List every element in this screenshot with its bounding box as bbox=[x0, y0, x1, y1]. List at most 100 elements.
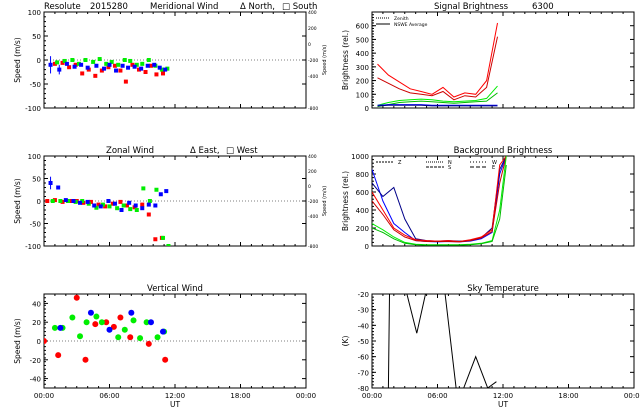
data-point bbox=[57, 324, 64, 331]
data-point bbox=[80, 71, 85, 76]
data-point bbox=[153, 203, 158, 208]
data-point bbox=[71, 199, 76, 203]
data-point bbox=[139, 66, 144, 71]
data-point bbox=[137, 335, 144, 342]
x-tick-label: 06:00 bbox=[427, 392, 447, 400]
y2-axis-label: Speed (m/s) bbox=[322, 186, 328, 216]
title-part: □ South bbox=[282, 2, 317, 12]
data-point bbox=[127, 200, 132, 205]
data-point bbox=[55, 352, 62, 359]
y-tick-label: -80 bbox=[358, 385, 369, 393]
data-point bbox=[58, 199, 63, 203]
data-point bbox=[165, 66, 170, 71]
data-point bbox=[106, 65, 111, 70]
data-point bbox=[160, 235, 165, 240]
plot-area bbox=[48, 56, 170, 84]
y-tick-label: -70 bbox=[358, 369, 369, 377]
x-tick-label: 12:00 bbox=[165, 392, 185, 400]
title-part: Resolute bbox=[44, 2, 81, 12]
y-tick-label: -40 bbox=[358, 322, 369, 330]
data-point bbox=[73, 199, 78, 204]
x-tick-label: 18:00 bbox=[558, 392, 578, 400]
title-part: Δ North, bbox=[240, 2, 275, 12]
data-point bbox=[83, 319, 90, 326]
y-tick-label: 0 bbox=[37, 57, 41, 65]
y2-tick-label: -400 bbox=[308, 74, 318, 80]
title-part: Δ East, bbox=[190, 146, 220, 156]
title-part: Signal Brightness bbox=[434, 2, 509, 12]
y-tick-label: 200 bbox=[356, 225, 369, 233]
data-point bbox=[51, 324, 58, 331]
panel-zonal: Zonal Wind Δ East, □ West -100 -50 0 50 100 Spee… bbox=[13, 146, 328, 251]
data-point bbox=[147, 319, 154, 326]
y2-tick-label: 0 bbox=[308, 184, 311, 190]
y2-tick-label: -800 bbox=[308, 244, 318, 250]
y-axis-label: Speed (m/s) bbox=[13, 318, 22, 364]
data-point bbox=[136, 67, 141, 72]
y-tick-label: 100 bbox=[356, 91, 369, 99]
data-point bbox=[166, 244, 171, 246]
data-point bbox=[102, 66, 107, 71]
legend-label: E bbox=[492, 165, 495, 171]
data-point bbox=[56, 185, 61, 190]
y2-tick-label: 400 bbox=[308, 154, 317, 160]
data-point bbox=[103, 319, 110, 326]
data-point bbox=[73, 294, 80, 301]
series-2 bbox=[57, 309, 166, 335]
y2-axis-label: Speed (m/s) bbox=[322, 45, 328, 75]
title-part: Meridional Wind bbox=[150, 2, 218, 12]
x-tick-label: 12:00 bbox=[493, 392, 513, 400]
y2-tick-label: 400 bbox=[308, 10, 317, 16]
data-point bbox=[123, 79, 128, 84]
data-point bbox=[157, 65, 162, 70]
data-point bbox=[77, 333, 84, 340]
data-point bbox=[146, 212, 151, 217]
data-point bbox=[154, 334, 161, 341]
title-part: Zonal Wind bbox=[106, 146, 154, 156]
data-point bbox=[91, 59, 96, 64]
x-tick-label: 00:00 bbox=[296, 392, 316, 400]
y-axis-label: Speed (m/s) bbox=[13, 37, 22, 83]
data-point bbox=[132, 64, 137, 69]
data-point bbox=[69, 314, 76, 321]
legend-label: Zenith bbox=[394, 16, 409, 22]
data-point bbox=[93, 313, 100, 320]
series-line-2 bbox=[372, 156, 507, 243]
data-point bbox=[94, 63, 99, 68]
panel-meridional: Resolute 2015280 Meridional Wind Δ North, □ … bbox=[13, 2, 328, 113]
y-tick-label: 600 bbox=[356, 23, 369, 31]
data-point bbox=[127, 334, 134, 341]
y-tick-label: -40 bbox=[30, 376, 41, 384]
series-1 bbox=[55, 57, 170, 72]
data-point bbox=[130, 62, 135, 67]
y-tick-label: -50 bbox=[30, 81, 41, 89]
data-point bbox=[78, 200, 83, 205]
series-1 bbox=[50, 186, 171, 246]
data-point bbox=[140, 206, 145, 211]
panel-vertical: Vertical Wind -40 -20 0 20 40 Speed (m/s) 00:00… bbox=[13, 284, 316, 409]
y-tick-label: -20 bbox=[30, 357, 41, 365]
data-point bbox=[100, 202, 105, 207]
series-0 bbox=[44, 294, 169, 363]
data-point bbox=[106, 326, 113, 333]
data-point bbox=[52, 198, 57, 203]
data-point bbox=[115, 334, 122, 341]
series-1 bbox=[51, 313, 168, 342]
y2-tick-label: -200 bbox=[308, 199, 318, 205]
series-line-0 bbox=[377, 22, 498, 98]
legend-label: N bbox=[448, 160, 452, 166]
series-line-5 bbox=[377, 104, 498, 107]
series-line-5 bbox=[372, 164, 507, 246]
title-part: □ West bbox=[226, 146, 258, 156]
data-point bbox=[92, 321, 99, 328]
y-tick-label: 0 bbox=[365, 105, 369, 113]
data-point bbox=[134, 62, 139, 67]
y-tick-label: -100 bbox=[25, 243, 41, 251]
y2-tick-label: -800 bbox=[308, 106, 318, 112]
data-point bbox=[130, 317, 137, 324]
data-point bbox=[44, 338, 47, 344]
data-point bbox=[66, 199, 71, 203]
data-point bbox=[128, 309, 135, 316]
x-tick-label: 18:00 bbox=[230, 392, 250, 400]
series-line-0 bbox=[372, 156, 507, 243]
